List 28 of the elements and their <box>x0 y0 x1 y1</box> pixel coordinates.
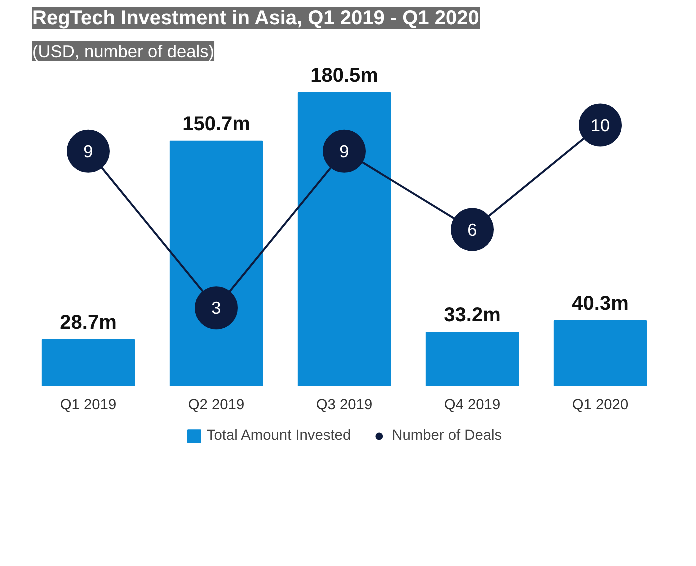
data-label: 3 <box>212 298 222 318</box>
x-tick-label: Q1 2020 <box>572 398 629 414</box>
bar <box>170 140 264 386</box>
point <box>67 130 110 173</box>
data-label: 9 <box>340 141 350 162</box>
x-tick-label: Q3 2019 <box>316 398 373 414</box>
x-tick-label: Q4 2019 <box>444 398 501 414</box>
data-label: 9 <box>84 141 94 162</box>
data-label: 6 <box>468 220 478 240</box>
bar <box>554 320 648 386</box>
bar <box>426 332 520 386</box>
x-tick-label: Q1 2019 <box>60 398 117 414</box>
data-label: 10 <box>590 115 610 136</box>
data-label: 33.2m <box>444 304 501 326</box>
chart-subtitle: (USD, number of deals) <box>32 42 215 62</box>
legend-label: Number of Deals <box>392 428 502 444</box>
legend-label: Total Amount Invested <box>206 428 352 444</box>
point <box>195 286 238 330</box>
data-label: 150.7m <box>182 113 250 136</box>
x-tick-label: Q2 2019 <box>188 398 245 414</box>
data-label: 180.5m <box>310 64 378 87</box>
data-label: 28.7m <box>60 312 117 334</box>
bar <box>298 92 392 386</box>
point <box>323 130 366 173</box>
bar <box>42 339 136 386</box>
point <box>451 208 494 252</box>
chart-title: RegTech Investment in Asia, Q1 2019 - Q1 2020 <box>32 8 480 30</box>
data-label: 40.3m <box>572 292 629 315</box>
